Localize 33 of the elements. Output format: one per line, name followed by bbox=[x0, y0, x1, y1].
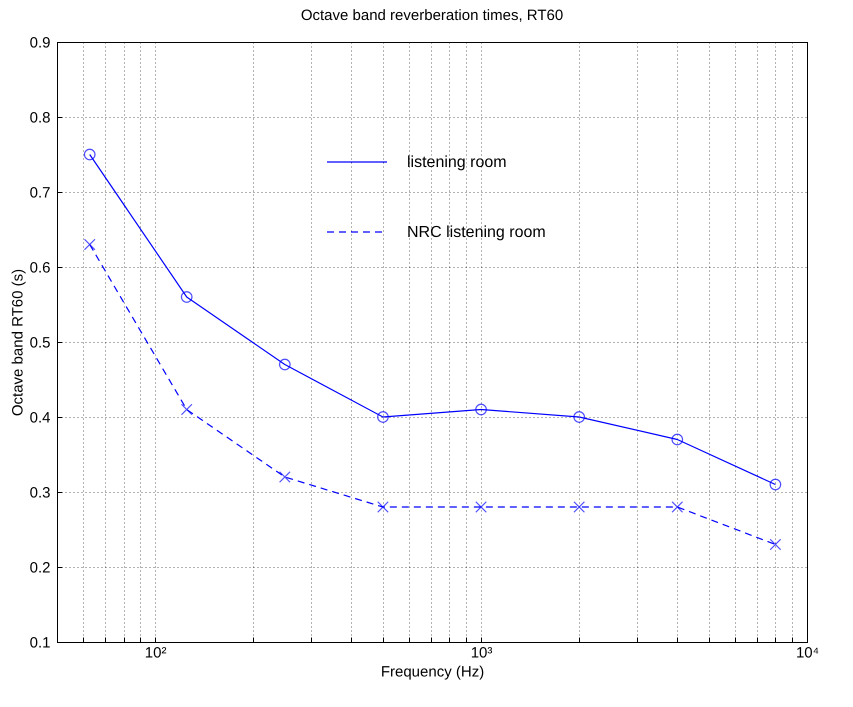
y-tick-label: 0.6 bbox=[30, 260, 50, 276]
point bbox=[84, 148, 96, 160]
point bbox=[573, 411, 586, 423]
point bbox=[278, 471, 291, 483]
y-tick-label: 0.1 bbox=[30, 634, 50, 652]
y-tick-label: 0.4 bbox=[30, 410, 50, 426]
point bbox=[671, 501, 684, 513]
legend-label: NRC listening room bbox=[407, 224, 546, 241]
point bbox=[377, 501, 389, 513]
y-tick-label: 0.2 bbox=[30, 560, 50, 576]
point bbox=[475, 404, 487, 416]
x-tick-label: 10³ bbox=[470, 644, 492, 662]
point bbox=[377, 411, 389, 423]
x-axis-title: Frequency (Hz) bbox=[380, 664, 484, 680]
point bbox=[278, 358, 291, 370]
y-tick-label: 0.7 bbox=[30, 184, 50, 202]
point bbox=[770, 538, 782, 550]
chart-title: Octave band reverberation times, RT60 bbox=[300, 7, 564, 24]
point bbox=[671, 434, 684, 446]
point bbox=[84, 238, 96, 250]
y-tick-label: 0.5 bbox=[30, 334, 50, 352]
point bbox=[180, 404, 193, 416]
x-tick-label: 10⁴ bbox=[796, 644, 820, 662]
point bbox=[475, 501, 487, 513]
y-tick-label: 0.9 bbox=[30, 34, 50, 52]
point bbox=[180, 291, 193, 303]
point bbox=[573, 501, 586, 513]
point bbox=[770, 478, 782, 490]
y-axis-title: Octave band RT60 (s) bbox=[10, 268, 27, 416]
y-tick-label: 0.3 bbox=[30, 484, 50, 502]
x-tick-label: 10² bbox=[144, 644, 166, 662]
y-tick-label: 0.8 bbox=[30, 110, 50, 126]
legend-label: listening room bbox=[407, 154, 507, 171]
